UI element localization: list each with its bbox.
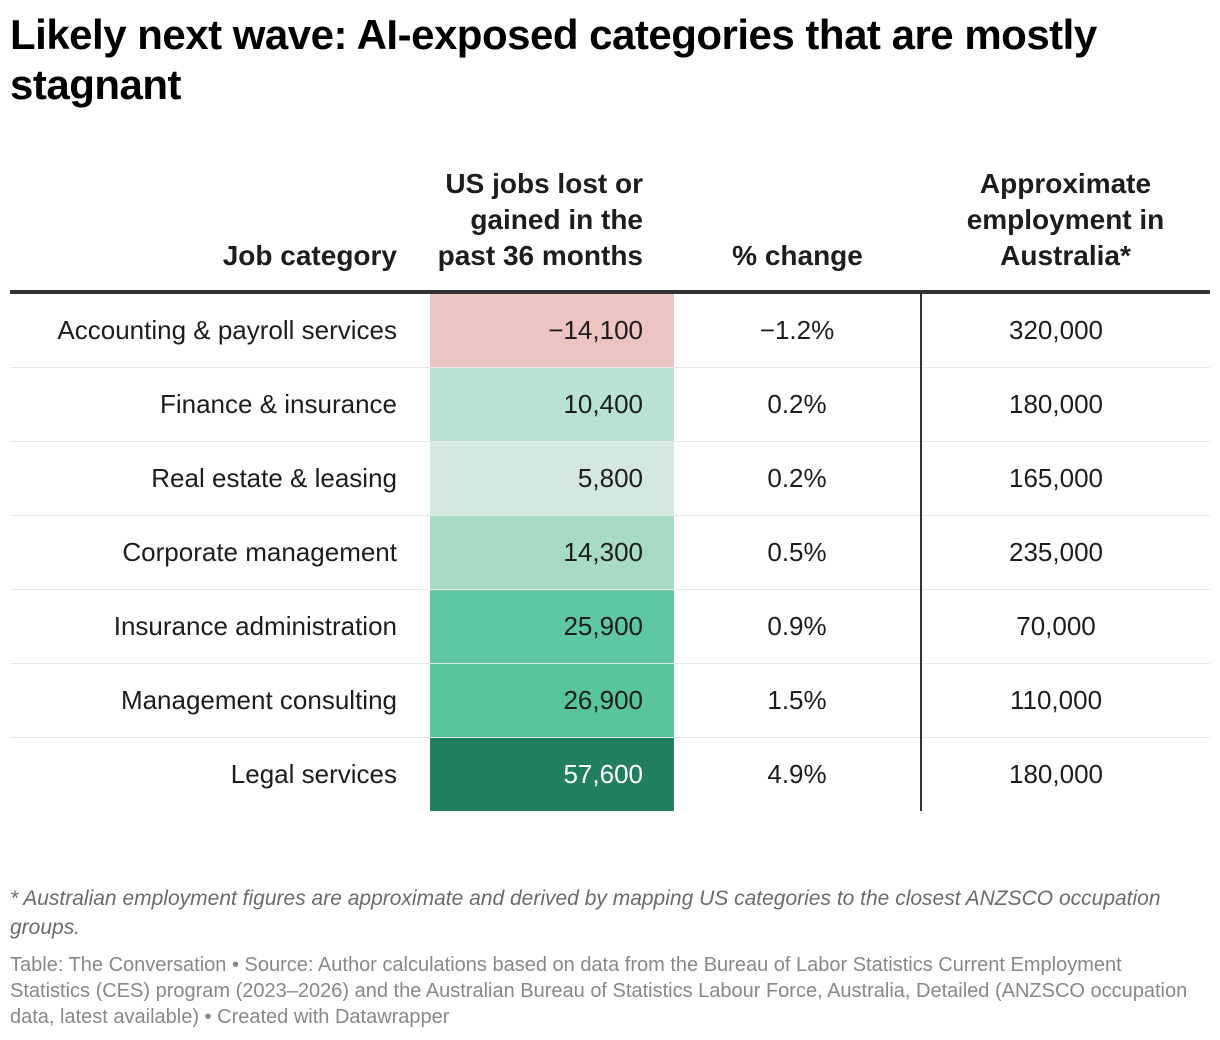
cell-aus-employment: 180,000 [1009, 759, 1103, 789]
cell-job-category: Real estate & leasing [10, 441, 430, 516]
table-body: Accounting & payroll services −14,100 −1.2… [10, 292, 1210, 811]
table-row: Accounting & payroll services −14,100 −1.2… [10, 292, 1210, 368]
cell-pct-change: −1.2% [674, 292, 922, 368]
cell-pct-change: 1.5% [674, 663, 922, 738]
cell-us-jobs: 14,300 [430, 515, 674, 590]
cell-pct-change: 0.5% [674, 515, 922, 590]
header-us-jobs[interactable]: US jobs lost or gained in the past 36 mo… [430, 166, 674, 294]
cell-job-category: Corporate management [10, 515, 430, 590]
table-row: Finance & insurance 10,400 0.2% 180,000 [10, 367, 1210, 442]
cell-aus-employment: 110,000 [921, 663, 1210, 738]
header-row: Job category US jobs lost or gained in t… [10, 166, 1210, 294]
cell-us-jobs: −14,100 [430, 292, 674, 368]
table-row: Corporate management 14,300 0.5% 235,000 [10, 515, 1210, 590]
header-aus-employment[interactable]: Approximate employment in Australia* [921, 166, 1210, 294]
cell-aus-employment: 235,000 [921, 515, 1210, 590]
cell-job-category: Insurance administration [10, 589, 430, 664]
cell-aus-employment: 70,000 [921, 589, 1210, 664]
header-pct-change[interactable]: % change [674, 166, 921, 294]
cell-us-jobs: 25,900 [430, 589, 674, 664]
table-row: Management consulting 26,900 1.5% 110,000 [10, 663, 1210, 738]
cell-pct-change: 0.9% [674, 589, 922, 664]
table-row: Real estate & leasing 5,800 0.2% 165,000 [10, 441, 1210, 516]
source-note: Table: The Conversation • Source: Author… [10, 954, 1188, 1028]
cell-job-category: Finance & insurance [10, 367, 430, 442]
cell-pct-change: 0.2% [674, 367, 922, 442]
cell-pct-change: 4.9% [674, 737, 922, 811]
cell-job-category: Management consulting [10, 663, 430, 738]
table-row: Legal services 57,600 4.9% 180,000 [10, 737, 1210, 811]
footnote: * Australian employment figures are appr… [10, 887, 1161, 939]
cell-us-jobs: 57,600 [430, 737, 674, 811]
header-job-category[interactable]: Job category [10, 166, 430, 294]
cell-aus-employment: 320,000 [921, 292, 1210, 368]
table-row: Insurance administration 25,900 0.9% 70,000 [10, 589, 1210, 664]
cell-pct-change: 0.2% [674, 441, 922, 516]
chart-title: Likely next wave: AI-exposed categories … [10, 11, 1097, 108]
cell-job-category: Legal services [230, 759, 397, 789]
cell-us-jobs: 5,800 [430, 441, 674, 516]
cell-aus-employment: 180,000 [921, 367, 1210, 442]
data-table: Job category US jobs lost or gained in t… [10, 166, 1210, 811]
cell-us-jobs: 10,400 [430, 367, 674, 442]
cell-job-category: Accounting & payroll services [10, 292, 430, 368]
cell-aus-employment: 165,000 [921, 441, 1210, 516]
cell-us-jobs: 26,900 [430, 663, 674, 738]
